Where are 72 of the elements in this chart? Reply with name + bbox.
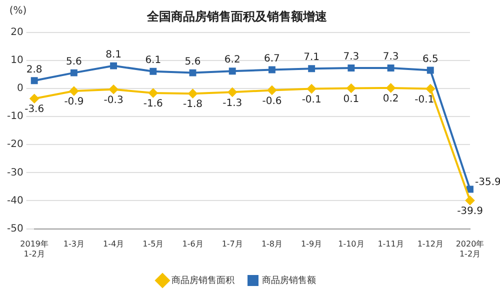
point (30, 94, 39, 104)
y-tick-label: 0 (16, 83, 24, 94)
data-label: -1.3 (222, 98, 242, 109)
y-axis-title: (%) (9, 6, 27, 17)
x-tick-label: 1-11月 (378, 240, 404, 249)
x-tick-label: 1-10月 (338, 240, 364, 249)
data-label: 8.1 (106, 49, 122, 60)
data-label: -0.1 (414, 94, 434, 106)
data-label: -1.8 (183, 99, 203, 110)
point (188, 89, 198, 98)
x-tick-label: 1-6月 (182, 240, 204, 249)
point (267, 86, 276, 95)
data-label: -1.6 (143, 98, 163, 110)
data-label: -0.1 (302, 94, 322, 106)
data-label: -39.9 (457, 206, 483, 218)
point (346, 84, 356, 93)
x-tick-label: 1-4月 (103, 240, 124, 249)
point (109, 84, 118, 94)
y-tick-label: 10 (10, 55, 24, 66)
point (466, 196, 474, 205)
y-tick-label: -20 (6, 139, 24, 150)
point (228, 88, 237, 97)
x-tick-label: 1-8月 (261, 240, 283, 249)
point (426, 84, 435, 94)
data-label: 5.6 (184, 56, 201, 68)
point (466, 186, 474, 193)
data-label: 6.2 (224, 54, 240, 66)
y-tick-label: 20 (10, 26, 24, 38)
point (348, 64, 355, 72)
x-tick-label: 1-12月 (417, 240, 444, 249)
point (228, 68, 236, 75)
point (386, 83, 396, 92)
legend-label: 商品房销售面积 (172, 274, 234, 286)
point (387, 64, 394, 72)
x-tick-label: 1-3月 (63, 240, 84, 249)
point (30, 77, 38, 84)
data-label: -0.3 (104, 94, 124, 106)
point (69, 86, 78, 96)
legend-label: 商品房销售额 (262, 274, 316, 286)
data-label: -3.6 (24, 104, 44, 116)
data-label: 7.3 (343, 52, 360, 63)
x-tick-label: 1-5月 (142, 240, 164, 249)
data-label: 7.1 (304, 52, 320, 64)
data-label: 7.3 (382, 52, 399, 63)
x-tick-label: 1-7月 (222, 240, 243, 249)
data-label: 6.5 (422, 54, 438, 65)
data-label: -0.9 (64, 96, 84, 108)
y-tick-label: -10 (6, 111, 24, 122)
chart-title: 全国商品房销售面积及销售额增速 (146, 9, 328, 24)
data-label: 6.1 (145, 54, 162, 66)
data-label: 5.6 (66, 56, 82, 68)
point (268, 66, 276, 74)
point (308, 65, 316, 72)
x-tick-label: 2019年 1-2月 (20, 240, 49, 258)
point (110, 62, 118, 70)
data-label: 0.2 (382, 94, 399, 105)
point (150, 68, 157, 75)
y-tick-label: -40 (6, 195, 24, 206)
point (307, 84, 316, 94)
y-tick-label: -50 (6, 223, 24, 234)
y-tick-label: -30 (6, 167, 24, 178)
data-label: 2.8 (26, 64, 42, 76)
x-tick-label: 1-9月 (301, 240, 322, 249)
data-label: 0.1 (343, 94, 360, 105)
data-label: 6.7 (264, 53, 280, 64)
x-tick-label: 2020年 1-2月 (456, 240, 484, 258)
data-label: -35.9 (475, 176, 500, 188)
point (189, 69, 196, 76)
data-label: -0.6 (262, 96, 282, 107)
point (426, 66, 434, 74)
point (70, 69, 78, 76)
point (148, 88, 158, 98)
